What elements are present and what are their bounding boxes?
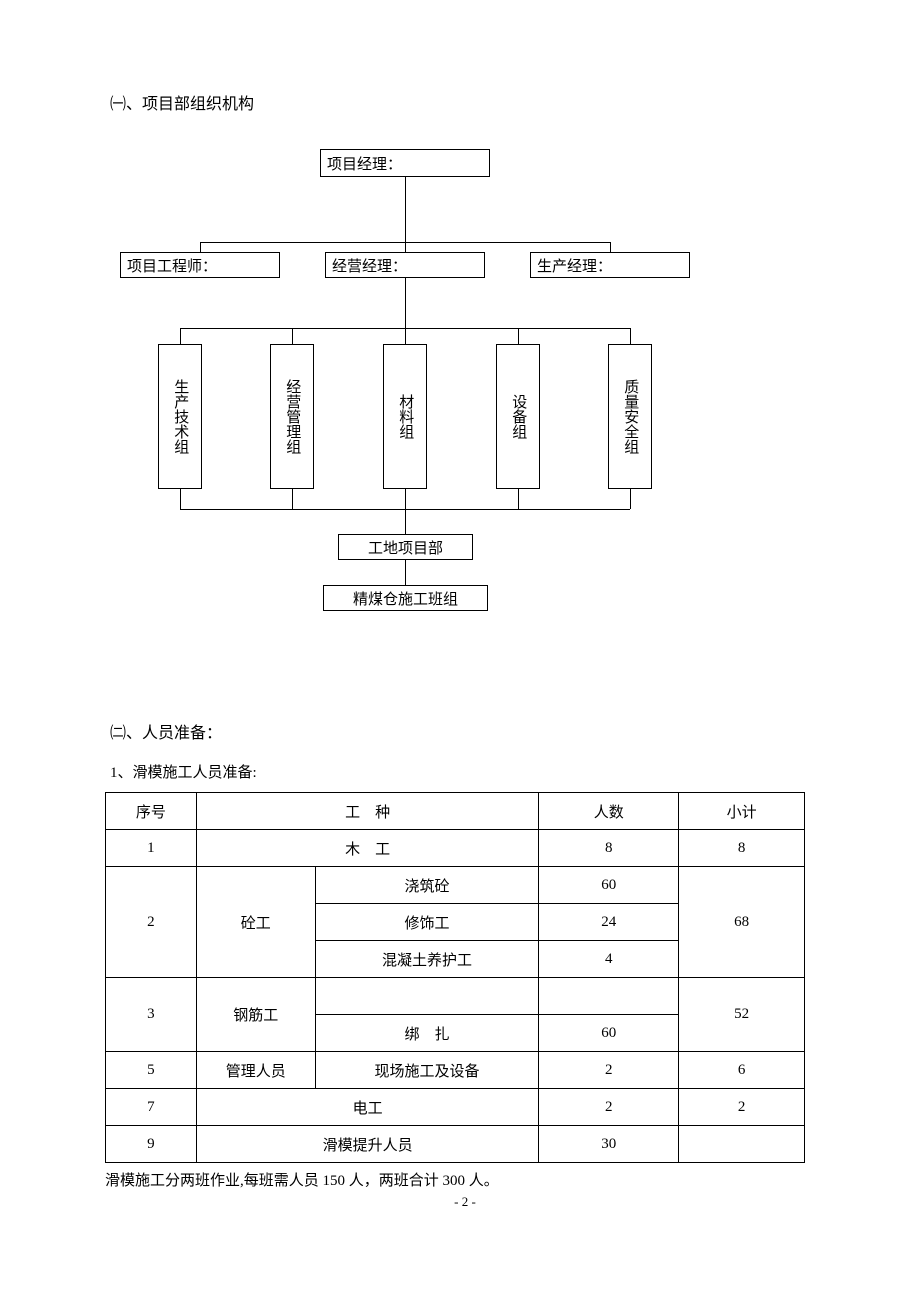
table-row: 5 管理人员 现场施工及设备 2 6 bbox=[106, 1052, 805, 1089]
cell-subtype: 修饰工 bbox=[315, 904, 539, 941]
cell-seq: 2 bbox=[106, 867, 197, 978]
org-connector bbox=[200, 242, 201, 252]
document-page: ㈠、项目部组织机构 项目经理： 项目工程师： 经营经理： 生产经理： 生产技术组… bbox=[0, 0, 920, 1250]
cell-subtotal: 8 bbox=[679, 830, 805, 867]
cell-subtype: 混凝土养护工 bbox=[315, 941, 539, 978]
org-connector bbox=[630, 328, 631, 344]
cell-count: 30 bbox=[539, 1126, 679, 1163]
org-node-materials: 材料组 bbox=[383, 344, 427, 489]
cell-count: 60 bbox=[539, 1015, 679, 1052]
table-row: 9 滑模提升人员 30 bbox=[106, 1126, 805, 1163]
org-node-site-dept: 工地项目部 bbox=[338, 534, 473, 560]
org-connector bbox=[405, 560, 406, 585]
cell-type: 电工 bbox=[196, 1089, 539, 1126]
org-connector bbox=[292, 489, 293, 509]
org-connector bbox=[405, 489, 406, 509]
table-row: 3 钢筋工 52 bbox=[106, 978, 805, 1015]
cell-type: 滑模提升人员 bbox=[196, 1126, 539, 1163]
org-node-equipment: 设备组 bbox=[496, 344, 540, 489]
section-1-heading: ㈠、项目部组织机构 bbox=[110, 90, 820, 114]
cell-seq: 7 bbox=[106, 1089, 197, 1126]
org-connector bbox=[405, 242, 406, 252]
cell-count: 24 bbox=[539, 904, 679, 941]
col-type: 工 种 bbox=[196, 793, 539, 830]
cell-subtype bbox=[315, 978, 539, 1015]
org-node-quality-safety: 质量安全组 bbox=[608, 344, 652, 489]
org-connector bbox=[405, 509, 406, 534]
cell-type: 砼工 bbox=[196, 867, 315, 978]
org-connector bbox=[180, 328, 181, 344]
org-connector bbox=[518, 489, 519, 509]
cell-subtotal bbox=[679, 1126, 805, 1163]
cell-count: 4 bbox=[539, 941, 679, 978]
cell-seq: 9 bbox=[106, 1126, 197, 1163]
table-header-row: 序号 工 种 人数 小计 bbox=[106, 793, 805, 830]
col-count: 人数 bbox=[539, 793, 679, 830]
cell-subtype: 浇筑砼 bbox=[315, 867, 539, 904]
org-node-pm: 项目经理： bbox=[320, 149, 490, 177]
col-seq: 序号 bbox=[106, 793, 197, 830]
cell-subtotal: 52 bbox=[679, 978, 805, 1052]
cell-seq: 3 bbox=[106, 978, 197, 1052]
cell-subtype: 绑 扎 bbox=[315, 1015, 539, 1052]
col-subtotal: 小计 bbox=[679, 793, 805, 830]
cell-count: 8 bbox=[539, 830, 679, 867]
org-connector bbox=[405, 328, 406, 344]
table-row: 7 电工 2 2 bbox=[106, 1089, 805, 1126]
cell-type: 钢筋工 bbox=[196, 978, 315, 1052]
org-node-project-engineer: 项目工程师： bbox=[120, 252, 280, 278]
cell-count: 2 bbox=[539, 1052, 679, 1089]
org-connector bbox=[292, 328, 293, 344]
cell-subtotal: 68 bbox=[679, 867, 805, 978]
org-node-construction-team: 精煤仓施工班组 bbox=[323, 585, 488, 611]
cell-subtotal: 6 bbox=[679, 1052, 805, 1089]
cell-subtotal: 2 bbox=[679, 1089, 805, 1126]
org-connector bbox=[518, 328, 519, 344]
table-row: 1 木 工 8 8 bbox=[106, 830, 805, 867]
section-2-subheading: 1、滑模施工人员准备: bbox=[110, 761, 820, 782]
org-connector bbox=[405, 278, 406, 328]
cell-type: 木 工 bbox=[196, 830, 539, 867]
page-number: - 2 - bbox=[110, 1194, 820, 1210]
org-node-production-manager: 生产经理： bbox=[530, 252, 690, 278]
org-node-business-mgmt: 经营管理组 bbox=[270, 344, 314, 489]
cell-subtype: 现场施工及设备 bbox=[315, 1052, 539, 1089]
org-connector bbox=[405, 177, 406, 242]
org-connector bbox=[610, 242, 611, 252]
org-chart: 项目经理： 项目工程师： 经营经理： 生产经理： 生产技术组 经营管理组 材料组… bbox=[120, 144, 820, 674]
org-node-business-manager: 经营经理： bbox=[325, 252, 485, 278]
cell-seq: 5 bbox=[106, 1052, 197, 1089]
personnel-table: 序号 工 种 人数 小计 1 木 工 8 8 2 砼工 浇筑砼 60 68 修饰… bbox=[105, 792, 805, 1163]
cell-count: 60 bbox=[539, 867, 679, 904]
section-2-heading: ㈡、人员准备： bbox=[110, 719, 820, 743]
shift-note: 滑模施工分两班作业,每班需人员 150 人，两班合计 300 人。 bbox=[105, 1169, 820, 1190]
org-node-production-tech: 生产技术组 bbox=[158, 344, 202, 489]
org-connector bbox=[180, 489, 181, 509]
cell-seq: 1 bbox=[106, 830, 197, 867]
cell-type: 管理人员 bbox=[196, 1052, 315, 1089]
cell-count bbox=[539, 978, 679, 1015]
table-row: 2 砼工 浇筑砼 60 68 bbox=[106, 867, 805, 904]
cell-count: 2 bbox=[539, 1089, 679, 1126]
org-connector bbox=[630, 489, 631, 509]
